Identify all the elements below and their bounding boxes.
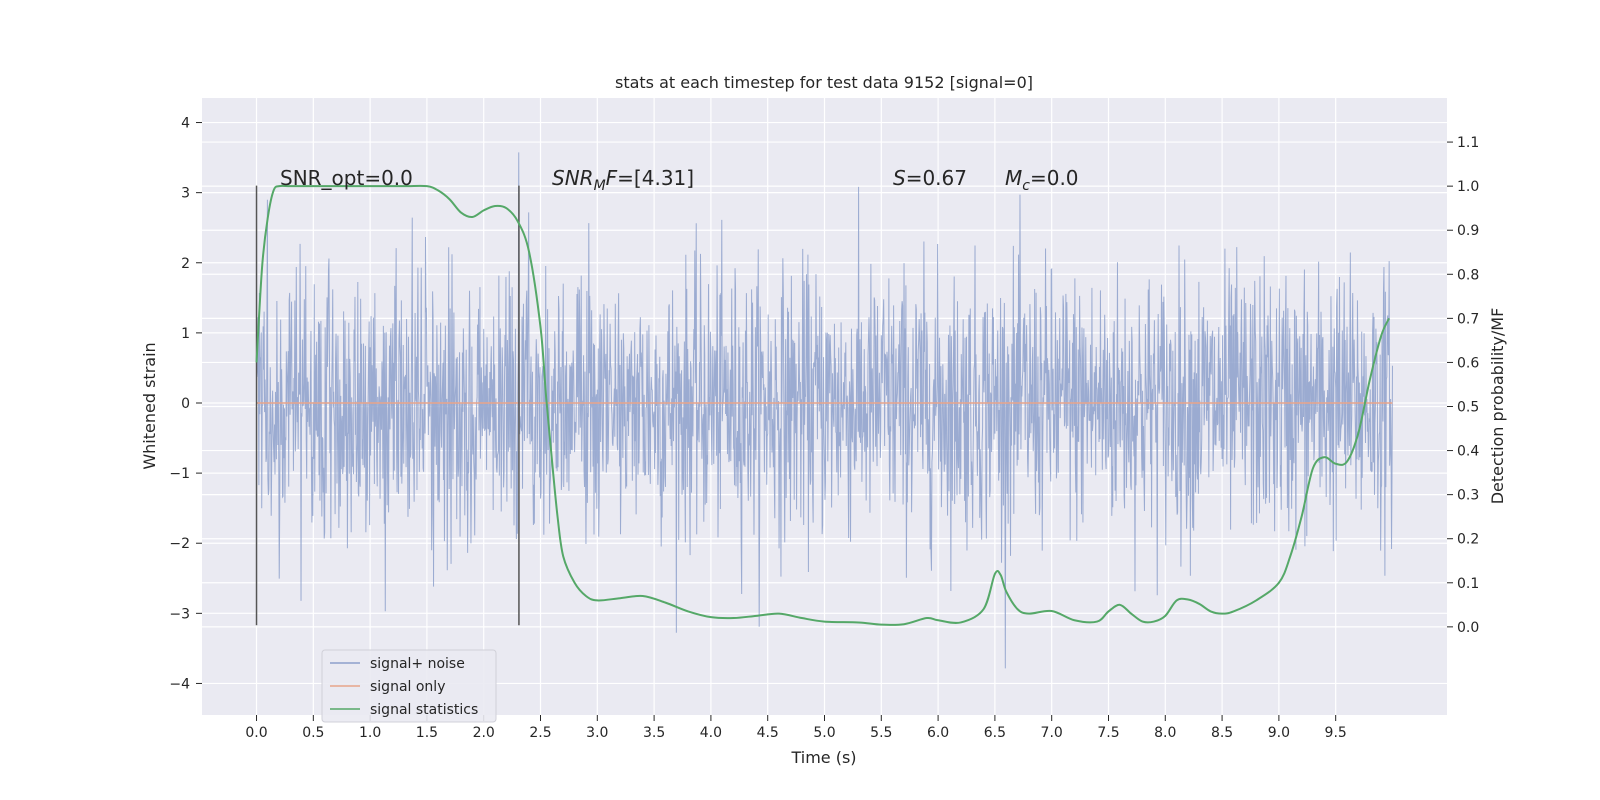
x-tick-label: 7.0 [1041,725,1063,741]
legend-label-signal-statistics: signal statistics [370,702,478,718]
legend-label-signal-only: signal only [370,679,445,695]
x-tick-label: 0.0 [245,725,267,741]
snr-mf-symbol: SNR [552,166,594,190]
y-right-tick-label: 0.2 [1457,532,1479,548]
y-right-tick-label: 1.1 [1457,135,1479,151]
annotation-s: S=0.67 [893,166,967,190]
x-axis-ticks: 0.0 0.5 1.0 1.5 2.0 2.5 3.0 3.5 4.0 4.5 5.0 5.5 6.0 6… [245,715,1347,741]
legend: signal+ noise signal only signal statist… [321,649,497,723]
y-right-tick-label: 0.3 [1457,488,1479,504]
x-tick-label: 7.5 [1097,725,1119,741]
s-value: =0.67 [906,166,967,190]
y-left-tick-label: −2 [169,536,190,552]
x-tick-label: 4.5 [757,725,779,741]
annotation-snr-mf: SNRMF=[4.31] [552,166,694,194]
x-tick-label: 2.0 [473,725,495,741]
y-right-axis-ticks: 1.1 1.0 0.9 0.8 0.7 0.6 0.5 0.4 0.3 0.2 0.1 0.0 [1447,135,1479,636]
x-tick-label: 9.0 [1268,725,1290,741]
x-tick-label: 4.0 [700,725,722,741]
y-left-tick-label: −3 [169,606,190,622]
y-right-tick-label: 0.4 [1457,444,1479,460]
signal-noise-series [256,152,1393,669]
x-tick-label: 1.5 [416,725,438,741]
x-axis-label: Time (s) [790,748,856,767]
y-left-tick-label: −1 [169,466,190,482]
y-right-tick-label: 0.7 [1457,311,1479,327]
snr-mf-value: =[4.31] [617,166,694,190]
s-symbol: S [893,166,906,190]
x-tick-label: 3.0 [586,725,608,741]
x-tick-label: 8.5 [1211,725,1233,741]
y-left-tick-label: 0 [181,396,190,412]
x-tick-label: 5.5 [870,725,892,741]
signal-statistics-line [255,184,1390,626]
x-tick-label: 9.5 [1325,725,1347,741]
snr-mf-symbol-2: F [606,166,618,190]
x-tick-label: 1.0 [359,725,381,741]
y-left-axis-ticks: 4 3 2 1 0 −1 −2 −3 −4 [169,116,202,692]
x-tick-label: 8.0 [1154,725,1176,741]
y-left-tick-label: 3 [181,186,190,202]
y-right-tick-label: 0.1 [1457,576,1479,592]
mc-symbol: M [1005,166,1022,190]
annotation-snr-opt: SNR_opt=0.0 [280,166,413,190]
mc-value: =0.0 [1030,166,1079,190]
x-tick-label: 6.0 [927,725,949,741]
y-right-tick-label: 0.9 [1457,223,1479,239]
y-left-tick-label: 2 [181,256,190,272]
mc-subscript: c [1022,178,1030,194]
annotation-mc: Mc=0.0 [1005,166,1079,194]
y-right-axis-label: Detection probability/MF [1488,308,1507,505]
x-tick-label: 2.5 [529,725,551,741]
y-right-tick-label: 1.0 [1457,179,1479,195]
y-right-tick-label: 0.0 [1457,620,1479,636]
signal-noise-line [256,152,1393,669]
y-left-axis-label: Whitened strain [140,342,159,469]
x-tick-label: 5.0 [813,725,835,741]
vertical-marker-lines [255,185,520,626]
legend-label-signal-noise: signal+ noise [370,656,465,672]
chart-title: stats at each timestep for test data 915… [615,73,1033,92]
x-tick-label: 0.5 [302,725,324,741]
signal-statistics-series [255,184,1390,626]
y-left-tick-label: −4 [169,676,190,692]
legend-box [321,649,497,723]
y-right-tick-label: 0.6 [1457,355,1479,371]
y-right-tick-label: 0.8 [1457,267,1479,283]
y-right-tick-label: 0.5 [1457,400,1479,416]
y-left-tick-label: 4 [181,116,190,132]
x-tick-label: 3.5 [643,725,665,741]
snr-mf-subscript: M [594,178,606,194]
x-tick-label: 6.5 [984,725,1006,741]
y-left-tick-label: 1 [181,326,190,342]
